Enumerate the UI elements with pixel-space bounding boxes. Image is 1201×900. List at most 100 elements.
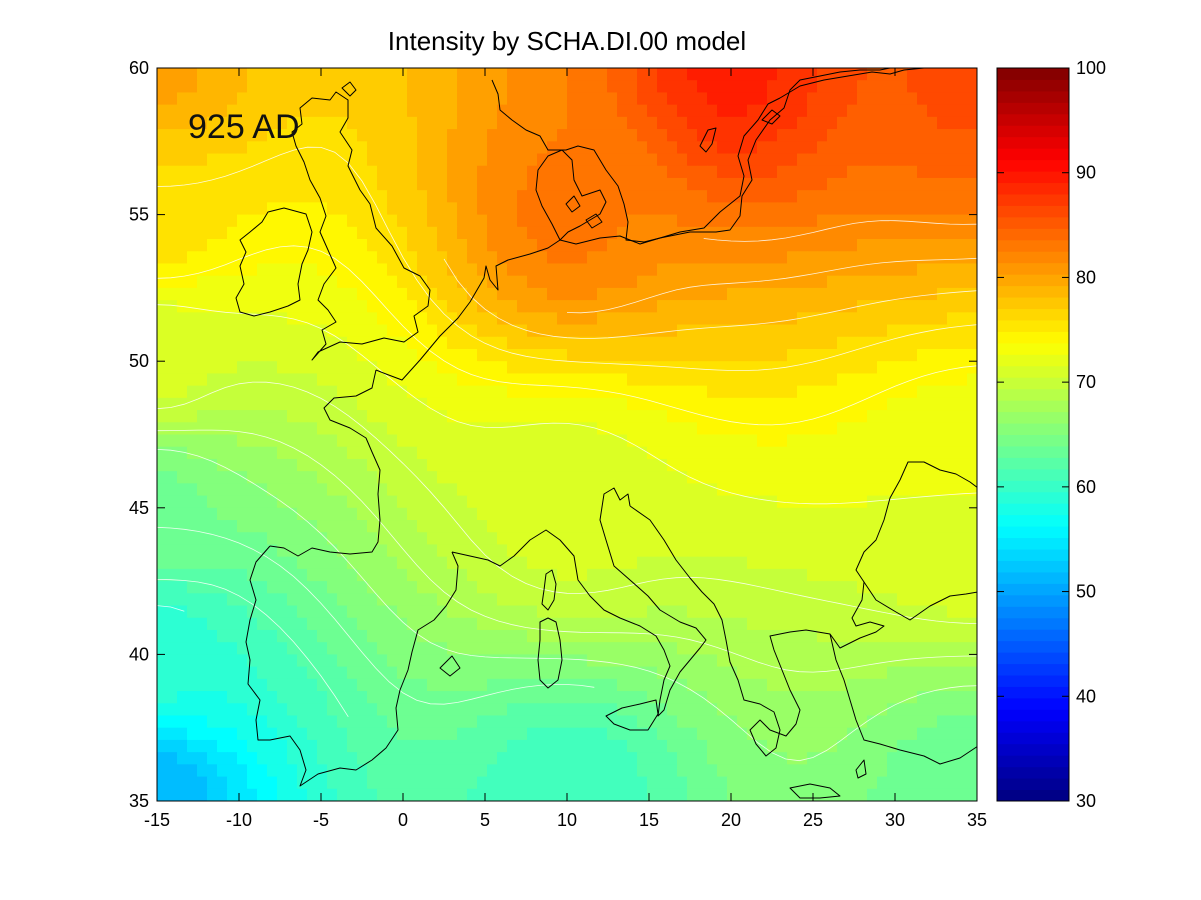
field-cell	[677, 458, 688, 472]
field-cell	[627, 214, 638, 228]
field-cell	[427, 116, 438, 130]
field-cell	[547, 361, 558, 375]
field-cell	[907, 251, 918, 265]
field-cell	[817, 483, 828, 497]
field-cell	[967, 239, 977, 252]
field-cell	[417, 715, 428, 729]
field-cell	[717, 532, 728, 546]
field-cell	[317, 483, 328, 497]
field-cell	[487, 214, 498, 228]
field-cell	[337, 397, 348, 411]
field-cell	[777, 691, 788, 704]
field-cell	[967, 532, 977, 546]
field-cell	[797, 165, 808, 179]
field-cell	[587, 764, 598, 778]
field-cell	[847, 495, 858, 509]
field-cell	[767, 153, 778, 167]
field-cell	[257, 324, 268, 338]
field-cell	[837, 287, 848, 301]
field-cell	[747, 605, 758, 619]
field-cell	[357, 776, 368, 790]
field-cell	[417, 190, 428, 203]
field-cell	[887, 520, 898, 533]
field-cell	[557, 776, 568, 790]
field-cell	[887, 422, 898, 436]
field-cell	[187, 605, 198, 619]
field-cell	[227, 80, 238, 94]
field-cell	[627, 129, 638, 142]
field-cell	[757, 678, 768, 692]
field-cell	[707, 275, 718, 289]
field-cell	[927, 129, 938, 142]
field-cell	[387, 691, 398, 704]
field-cell	[537, 275, 548, 289]
field-cell	[957, 324, 968, 338]
field-cell	[187, 214, 198, 228]
field-cell	[217, 239, 228, 252]
field-cell	[337, 336, 348, 350]
field-cell	[817, 300, 828, 313]
field-cell	[397, 568, 408, 582]
field-cell	[547, 226, 558, 240]
field-cell	[417, 507, 428, 521]
field-cell	[377, 654, 388, 668]
field-cell	[177, 348, 188, 362]
field-cell	[687, 263, 698, 277]
field-cell	[797, 581, 808, 594]
field-cell	[937, 788, 948, 801]
field-cell	[257, 617, 268, 631]
field-cell	[877, 776, 888, 790]
field-cell	[837, 104, 848, 118]
field-cell	[477, 532, 488, 546]
field-cell	[847, 520, 858, 533]
field-cell	[297, 104, 308, 118]
field-cell	[527, 788, 538, 801]
field-cell	[617, 556, 628, 570]
field-cell	[447, 446, 458, 460]
field-cell	[597, 703, 608, 717]
field-cell	[957, 727, 968, 741]
field-cell	[187, 642, 198, 655]
field-cell	[317, 165, 328, 179]
field-cell	[577, 617, 588, 631]
field-cell	[707, 629, 718, 643]
field-cell	[717, 776, 728, 790]
field-cell	[457, 385, 468, 399]
field-cell	[827, 776, 838, 790]
field-cell	[897, 520, 908, 533]
field-cell	[167, 715, 178, 729]
field-cell	[557, 410, 568, 423]
field-cell	[177, 312, 188, 326]
field-cell	[907, 581, 918, 594]
field-cell	[397, 703, 408, 717]
field-cell	[417, 92, 428, 106]
field-cell	[597, 397, 608, 411]
field-cell	[577, 556, 588, 570]
field-cell	[677, 312, 688, 326]
field-cell	[497, 239, 508, 252]
field-cell	[657, 422, 668, 436]
field-cell	[657, 312, 668, 326]
field-cell	[447, 153, 458, 167]
field-cell	[367, 654, 378, 668]
field-cell	[967, 190, 977, 203]
field-cell	[947, 678, 958, 692]
field-cell	[237, 629, 248, 643]
field-cell	[387, 434, 398, 448]
field-cell	[237, 177, 248, 191]
field-cell	[607, 556, 618, 570]
field-cell	[727, 226, 738, 240]
field-cell	[327, 764, 338, 778]
field-cell	[187, 202, 198, 216]
field-cell	[717, 788, 728, 801]
field-cell	[817, 165, 828, 179]
field-cell	[357, 239, 368, 252]
field-cell	[657, 678, 668, 692]
field-cell	[607, 177, 618, 191]
field-cell	[587, 165, 598, 179]
field-cell	[657, 410, 668, 423]
field-cell	[627, 373, 638, 387]
field-cell	[217, 410, 228, 423]
field-cell	[637, 764, 648, 778]
field-cell	[487, 703, 498, 717]
